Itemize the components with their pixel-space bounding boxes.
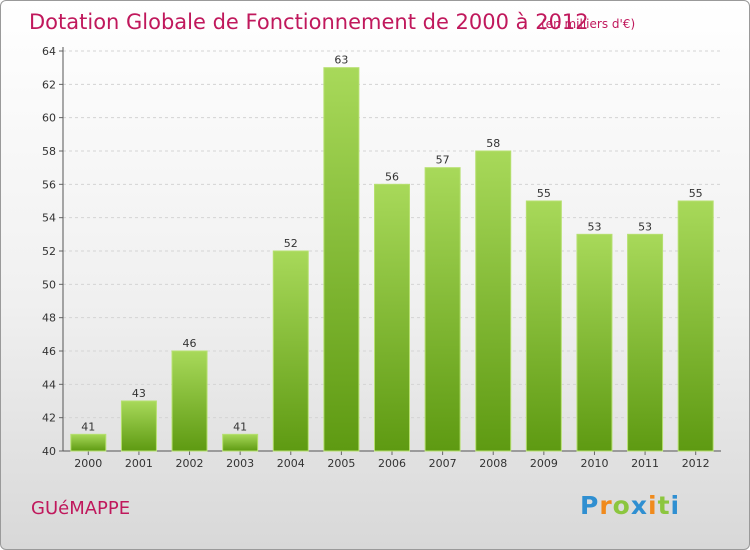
bar-2005: [323, 67, 360, 452]
value-label-2001: 43: [132, 387, 146, 400]
bar-2009: [525, 200, 562, 452]
commune-name: GUéMAPPE: [31, 498, 131, 519]
bar-2007: [424, 167, 461, 452]
x-tick-label-2004: 2004: [277, 457, 305, 470]
value-label-2010: 53: [587, 220, 601, 233]
bar-2004: [272, 250, 309, 452]
x-tick-label-2003: 2003: [226, 457, 254, 470]
x-tick-label-2012: 2012: [682, 457, 710, 470]
y-tick-label: 40: [42, 445, 56, 458]
bar-2006: [374, 183, 410, 452]
x-tick-label-2007: 2007: [429, 457, 457, 470]
bar-2011: [627, 233, 664, 452]
x-tick-label-2011: 2011: [631, 457, 659, 470]
bar-2003: [222, 433, 259, 452]
value-label-2000: 41: [81, 420, 95, 433]
bar-2000: [70, 433, 107, 452]
bar-2002: [171, 350, 208, 452]
logo-letter: P: [580, 491, 600, 520]
y-tick-label: 48: [42, 312, 56, 325]
y-tick-label: 60: [42, 112, 56, 125]
value-label-2012: 55: [689, 187, 703, 200]
y-tick-label: 54: [42, 212, 56, 225]
y-tick-label: 52: [42, 245, 56, 258]
x-tick-label-2001: 2001: [125, 457, 153, 470]
y-tick-label: 46: [42, 345, 56, 358]
logo-letter: r: [599, 491, 613, 520]
y-tick-label: 58: [42, 145, 56, 158]
x-tick-label-2006: 2006: [378, 457, 406, 470]
x-tick-label-2009: 2009: [530, 457, 558, 470]
bar-2010: [576, 233, 613, 452]
y-tick-label: 44: [42, 378, 56, 391]
y-tick-label: 62: [42, 78, 56, 91]
value-label-2002: 46: [183, 337, 197, 350]
bar-2008: [475, 150, 512, 452]
y-tick-label: 56: [42, 178, 56, 191]
y-tick-label: 64: [42, 45, 56, 58]
unit-label: (en milliers d'€): [541, 17, 636, 31]
logo-letter: t: [657, 491, 671, 520]
value-label-2006: 56: [385, 170, 399, 183]
value-label-2009: 55: [537, 187, 551, 200]
labels: 40 42 44 46 48 50 52 54 56 58 60 62 64 41 2000 43 2001 46…: [42, 45, 710, 470]
x-tick-label-2008: 2008: [479, 457, 507, 470]
logo-letter: i: [670, 491, 681, 520]
logo-letter: i: [648, 491, 658, 520]
x-tick-label-2000: 2000: [74, 457, 102, 470]
value-label-2003: 41: [233, 420, 247, 433]
logo-letter: o: [612, 491, 631, 520]
x-tick-label-2005: 2005: [327, 457, 355, 470]
chart-title: Dotation Globale de Fonctionnement de 20…: [29, 10, 589, 34]
value-label-2005: 63: [334, 54, 348, 67]
x-tick-label-2002: 2002: [176, 457, 204, 470]
value-label-2011: 53: [638, 220, 652, 233]
logo-letter: x: [630, 491, 648, 520]
y-tick-label: 42: [42, 412, 56, 425]
bar-2012: [677, 200, 714, 452]
proxiti-logo: Proxiti: [580, 491, 680, 520]
bars: [70, 67, 714, 452]
x-tick-label-2010: 2010: [580, 457, 608, 470]
value-label-2004: 52: [284, 237, 298, 250]
y-tick-label: 50: [42, 278, 56, 291]
bar-2001: [120, 400, 157, 452]
value-label-2007: 57: [436, 154, 450, 167]
value-label-2008: 58: [486, 137, 500, 150]
